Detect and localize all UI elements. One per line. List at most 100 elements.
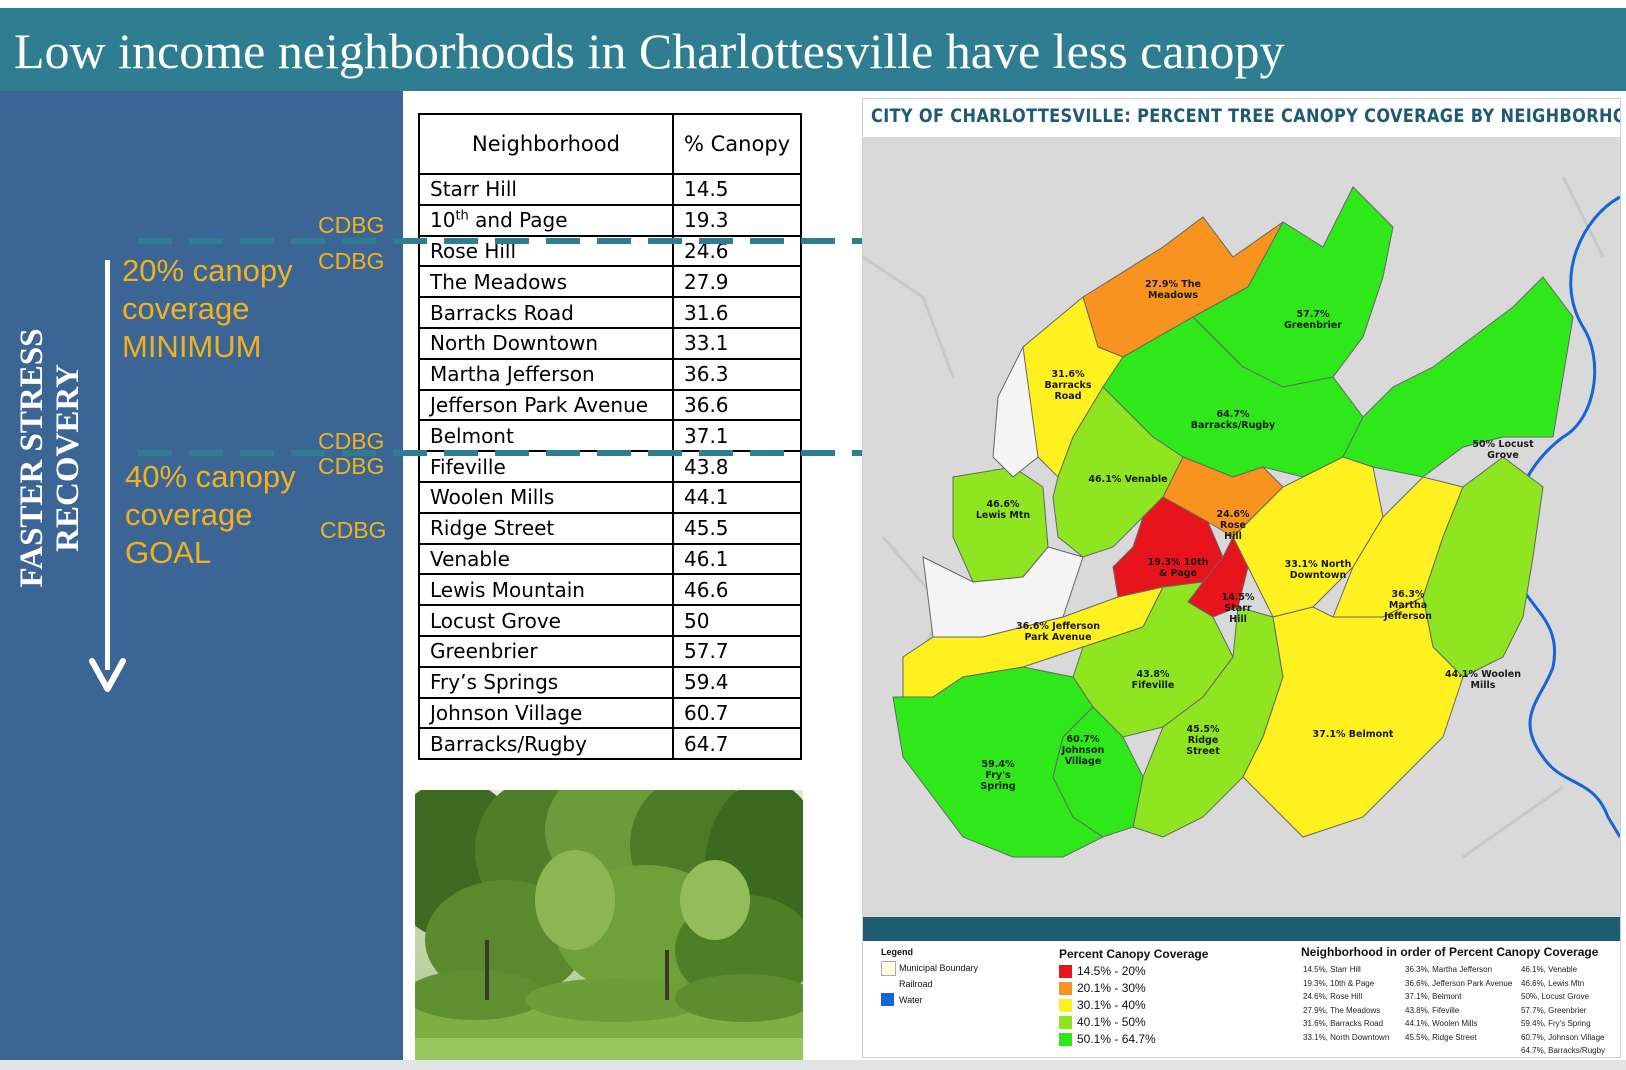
table-row: Venable 46.1 (418, 542, 803, 576)
map-label-line: 50% Locust (1472, 439, 1534, 450)
cdbg-label-1: CDBG (318, 212, 385, 238)
map-label-line: Martha (1389, 600, 1427, 611)
map-label-line: Park Avenue (1024, 632, 1091, 643)
map-label-line: 44.1% Woolen (1445, 669, 1521, 680)
map-label-line: 36.6% Jefferson (1016, 621, 1100, 632)
map-label-line: 37.1% Belmont (1313, 729, 1394, 740)
table-row: Fry’s Springs 59.4 (418, 665, 803, 699)
neighborhood-cell: Martha Jefferson (418, 357, 674, 391)
map-label-line: 14.5% (1222, 592, 1255, 603)
map-label-line: Barracks/Rugby (1191, 420, 1276, 431)
goal-line1: 40% canopy (125, 459, 296, 494)
map-label-line: Rose (1220, 520, 1246, 531)
region-locust-grove (1342, 276, 1574, 478)
cdbg-label-5: CDBG (320, 517, 387, 543)
canopy-table: Neighborhood % Canopy Starr Hill 14.5 10th… (418, 113, 803, 761)
map-label-jpa: 36.6% Jefferson Park Avenue (1016, 621, 1100, 643)
table-row: Greenbrier 57.7 (418, 634, 803, 668)
map-label-line: 19.3% 10th (1148, 557, 1209, 568)
neighborhood-cell: Starr Hill (418, 173, 674, 206)
order-list-item: 60.7%, Johnson Village (1521, 1032, 1605, 1042)
minimum-line1: 20% canopy (122, 253, 293, 288)
map-label-line: 45.5% (1187, 724, 1220, 735)
goal-line3: GOAL (125, 535, 212, 570)
legend-water: Water (899, 995, 923, 1005)
neighborhood-cell: Barracks Road (418, 296, 674, 329)
map-label-line: Lewis Mtn (976, 510, 1030, 521)
order-list-item: 24.6%, Rose Hill (1303, 992, 1363, 1001)
map-label-line: Mills (1471, 680, 1496, 691)
map-label-johnson-village: 60.7% Johnson Village (1061, 734, 1105, 767)
map-label-line: 60.7% (1067, 734, 1100, 745)
map-label-line: 46.6% (987, 499, 1020, 510)
map-label-fifeville: 43.8% Fifeville (1132, 669, 1175, 691)
order-list-item: 31.6%, Barracks Road (1303, 1019, 1384, 1028)
order-list-item: 57.7%, Greenbrier (1521, 1005, 1587, 1015)
map-label-line: 57.7% (1297, 309, 1330, 320)
header-neighborhood: Neighborhood (418, 113, 674, 175)
map-label-line: Road (1054, 391, 1081, 402)
bottom-strip (0, 1060, 1626, 1070)
map-label-meadows: 27.9% The Meadows (1145, 279, 1201, 301)
neighborhood-name-rest: and Page (468, 208, 568, 233)
goal-line2: coverage (125, 497, 253, 532)
stress-label-line1: FASTER STRESS (14, 328, 50, 588)
canopy-cell: 46.6 (671, 573, 803, 607)
neighborhood-name-base: 10 (430, 208, 456, 233)
map-label-line: 36.3% (1392, 589, 1425, 600)
map-label-greenbrier: 57.7% Greenbrier (1284, 309, 1342, 331)
map-label-tenth-page: 19.3% 10th & Page (1148, 557, 1209, 579)
map-label-line: & Page (1159, 568, 1197, 579)
map-label-line: Barracks (1044, 380, 1091, 391)
neighborhood-cell: The Meadows (418, 265, 674, 299)
coverage-label: 40.1% - 50% (1077, 1015, 1146, 1029)
legend-municipal-boundary: Municipal Boundary (899, 963, 979, 973)
map-label-line: 46.1% Venable (1088, 474, 1167, 485)
map-title-bar: CITY OF CHARLOTTESVILLE: PERCENT TREE CA… (863, 99, 1620, 137)
title-bar: Low income neighborhoods in Charlottesvi… (0, 8, 1626, 91)
legend-railroad: Railroad (899, 979, 933, 989)
neighborhood-cell: 10th and Page (418, 203, 674, 237)
faster-stress-recovery-label: FASTER STRESS RECOVERY (14, 308, 86, 608)
map-label-line: 31.6% (1052, 369, 1085, 380)
table-header-row: Neighborhood % Canopy (418, 113, 803, 175)
map-label-line: Ridge (1188, 735, 1219, 746)
table-row: The Meadows 27.9 (418, 265, 803, 299)
order-list-title: Neighborhood in order of Percent Canopy … (1301, 945, 1599, 959)
neighborhood-cell: Venable (418, 542, 674, 576)
map-label-venable: 46.1% Venable (1088, 474, 1167, 485)
map-label-line: Downtown (1290, 570, 1347, 581)
canopy-cell: 59.4 (671, 665, 803, 699)
coverage-swatch (1059, 999, 1072, 1012)
table-row: Barracks/Rugby 64.7 (418, 727, 803, 761)
table-row: North Downtown 33.1 (418, 326, 803, 360)
map-label-frys-spring: 59.4% Fry's Spring (980, 759, 1015, 792)
legend-title: Legend (881, 947, 914, 957)
canopy-cell: 19.3 (671, 203, 803, 237)
canopy-cell: 60.7 (671, 696, 803, 730)
order-list-item: 64.7%, Barracks/Rugby (1521, 1046, 1606, 1055)
neighborhood-cell: Belmont (418, 419, 674, 453)
header-canopy: % Canopy (671, 113, 803, 175)
minimum-threshold-line (138, 238, 878, 244)
neighborhood-name-sup: th (455, 208, 469, 224)
map-label-rose-hill: 24.6% Rose Hill (1217, 509, 1250, 542)
down-arrow-icon (89, 658, 126, 692)
coverage-swatch (1059, 965, 1072, 978)
slide-title: Low income neighborhoods in Charlottesvi… (14, 23, 1285, 79)
map-label-line: Meadows (1148, 290, 1198, 301)
canopy-cell: 33.1 (671, 326, 803, 360)
neighborhood-cell: Locust Grove (418, 604, 674, 637)
map-label-line: Street (1186, 746, 1220, 757)
cdbg-label-2: CDBG (318, 248, 385, 274)
region-venable (1052, 386, 1184, 558)
table-row: Barracks Road 31.6 (418, 296, 803, 329)
canopy-cell: 64.7 (671, 727, 803, 761)
table-row: Locust Grove 50 (418, 604, 803, 637)
canopy-cell: 46.1 (671, 542, 803, 576)
map-label-line: Jefferson (1383, 611, 1432, 622)
neighborhood-cell: North Downtown (418, 326, 674, 360)
map-title: CITY OF CHARLOTTESVILLE: PERCENT TREE CA… (871, 105, 1621, 127)
minimum-target-text: 20% canopy coverage MINIMUM (122, 252, 293, 366)
